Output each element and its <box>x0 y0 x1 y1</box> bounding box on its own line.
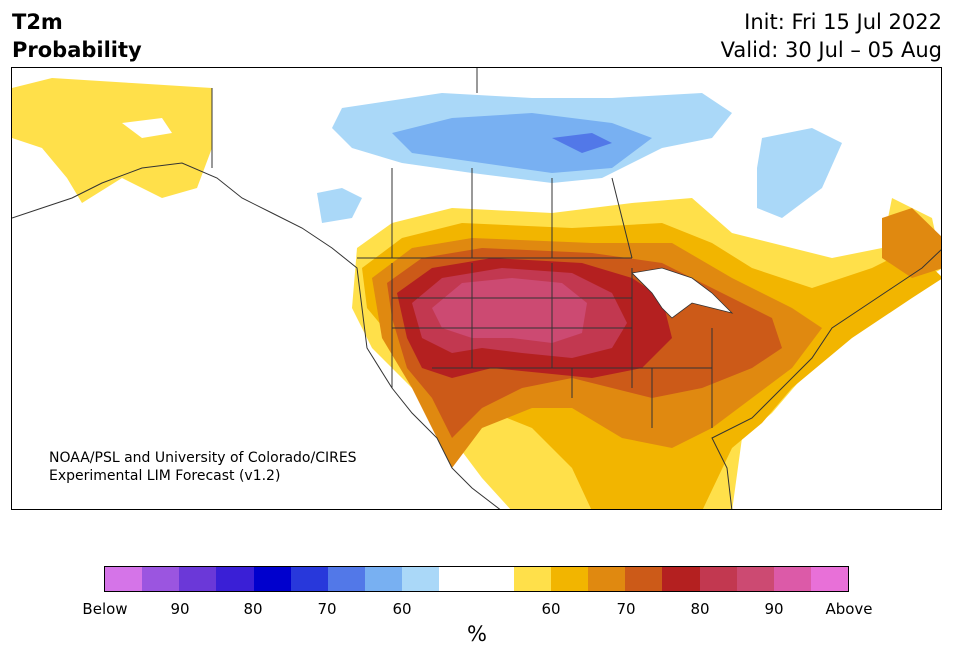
colorbar-cell <box>588 567 626 591</box>
colorbar-cell <box>513 567 551 591</box>
colorbar-cell <box>216 567 254 591</box>
colorbar <box>104 566 849 592</box>
colorbar-cell <box>290 567 328 591</box>
colorbar-cell <box>142 567 180 591</box>
credit-text: NOAA/PSL and University of Colorado/CIRE… <box>49 449 357 485</box>
alaska-white-patch <box>122 118 172 138</box>
credit-line-1: NOAA/PSL and University of Colorado/CIRE… <box>49 450 357 466</box>
product-title: Probability <box>12 38 142 62</box>
colorbar-label-above-70: 70 <box>616 600 636 618</box>
colorbar-label-below-90: 90 <box>170 600 190 618</box>
coastlines <box>12 68 941 509</box>
colorbar-cell <box>402 567 440 591</box>
credit-line-2: Experimental LIM Forecast (v1.2) <box>49 468 281 484</box>
colorbar-cell <box>179 567 217 591</box>
colorbar-cell <box>253 567 291 591</box>
colorbar-label-above-90: 90 <box>764 600 784 618</box>
colorbar-cell <box>810 567 849 591</box>
bc-cool-area <box>317 188 362 223</box>
colorbar-label-above-60: 60 <box>541 600 561 618</box>
warm-band-pink <box>432 278 587 343</box>
forecast-map <box>11 67 942 510</box>
map-canvas <box>12 68 941 509</box>
alaska-warm-area <box>12 78 212 203</box>
colorbar-label-above: Above <box>825 600 873 618</box>
colorbar-label-below-60: 60 <box>392 600 412 618</box>
colorbar-cell <box>662 567 700 591</box>
great-lakes <box>631 267 734 319</box>
colorbar-unit: % <box>467 622 487 646</box>
title-block: T2m Probability <box>12 8 142 64</box>
colorbar-label-below: Below <box>82 600 128 618</box>
colorbar-cell <box>439 567 477 591</box>
colorbar-cell <box>105 567 143 591</box>
colorbar-cell <box>476 567 514 591</box>
colorbar-label-below-80: 80 <box>243 600 263 618</box>
colorbar-cell <box>736 567 774 591</box>
colorbar-label-above-80: 80 <box>690 600 710 618</box>
colorbar-cell <box>365 567 403 591</box>
canada-cool-area-mid <box>392 113 652 173</box>
colorbar-cell <box>550 567 589 591</box>
colorbar-cell <box>773 567 811 591</box>
colorbar-cell <box>699 567 737 591</box>
date-block: Init: Fri 15 Jul 2022 Valid: 30 Jul – 05… <box>721 8 942 64</box>
newfoundland-warm-area <box>882 208 941 278</box>
canada-cool-core <box>552 133 612 153</box>
colorbar-cell <box>625 567 663 591</box>
colorbar-cell <box>327 567 366 591</box>
valid-date: Valid: 30 Jul – 05 Aug <box>720 38 942 62</box>
colorbar-label-below-70: 70 <box>317 600 337 618</box>
quebec-cool-area <box>757 128 842 218</box>
variable-title: T2m <box>12 10 63 34</box>
init-date: Init: Fri 15 Jul 2022 <box>744 10 942 34</box>
